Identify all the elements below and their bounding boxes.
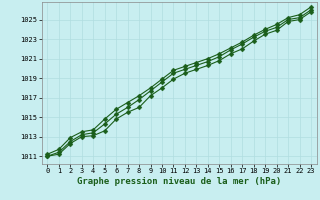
X-axis label: Graphe pression niveau de la mer (hPa): Graphe pression niveau de la mer (hPa)	[77, 177, 281, 186]
